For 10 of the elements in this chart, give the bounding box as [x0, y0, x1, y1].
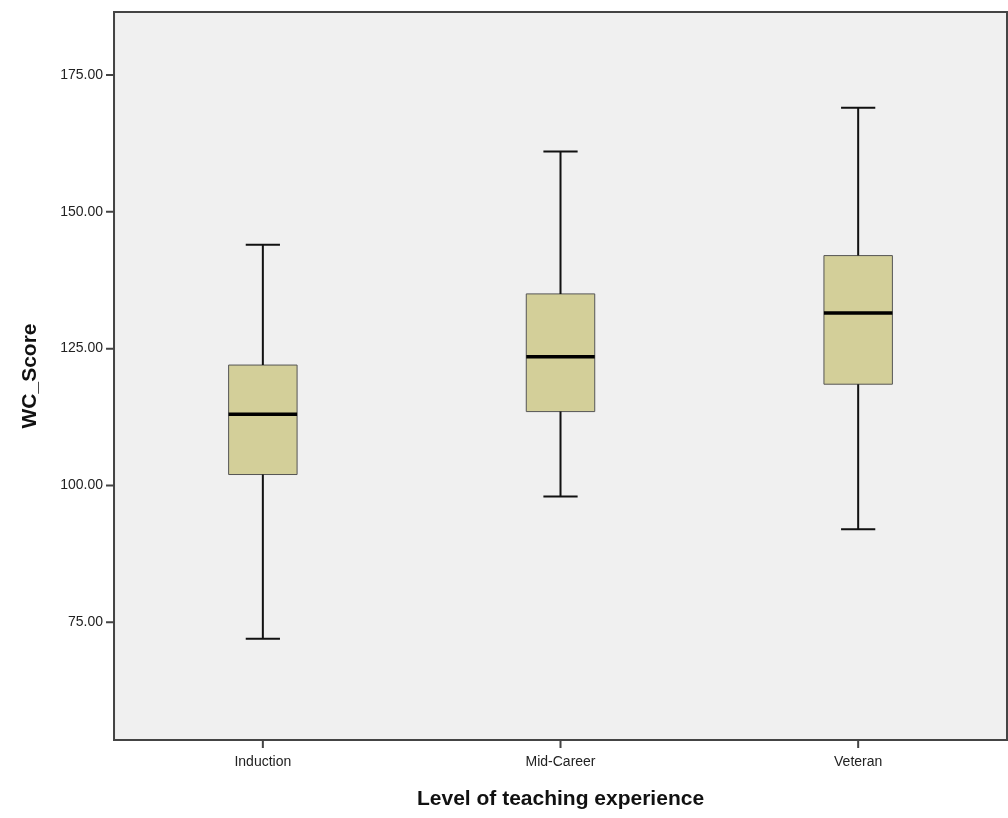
y-tick-label: 125.00 [60, 339, 104, 356]
y-tick-label: 150.00 [60, 202, 104, 219]
x-tick-label: Mid-Career [525, 753, 596, 770]
y-tick-label: 175.00 [60, 65, 104, 82]
y-tick-label: 100.00 [60, 476, 104, 493]
x-tick-label: Induction [234, 753, 292, 770]
x-tick-label: Veteran [834, 753, 883, 770]
x-axis-title: Level of teaching experience [416, 786, 705, 810]
y-tick-label: 75.00 [67, 613, 104, 630]
y-axis-title: WC_Score [17, 323, 41, 429]
